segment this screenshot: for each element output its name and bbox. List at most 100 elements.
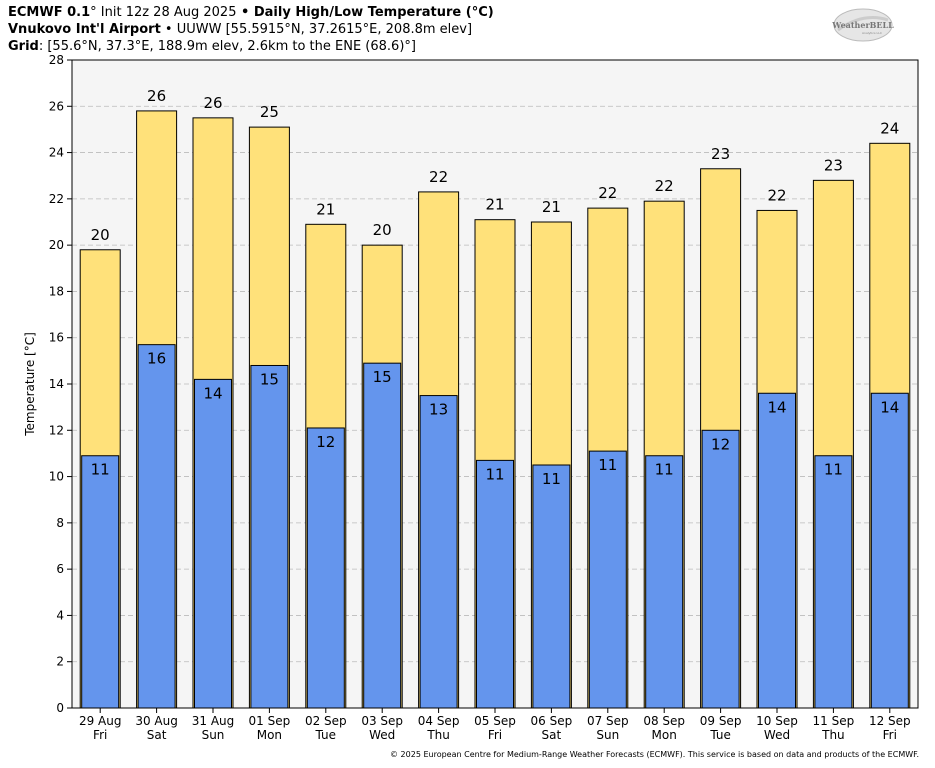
- y-tick-label: 10: [49, 470, 64, 484]
- low-bar: [645, 455, 684, 709]
- low-bar-label: 11: [598, 456, 617, 474]
- high-bar-label: 20: [373, 221, 392, 239]
- y-tick-label: 14: [49, 377, 64, 391]
- low-bar: [194, 378, 232, 709]
- x-tick-date-label: 04 Sep: [418, 714, 460, 728]
- high-bar-label: 22: [655, 177, 674, 195]
- chart-header: ECMWF 0.1° Init 12z 28 Aug 2025 • Daily …: [8, 4, 494, 55]
- x-tick-date-label: 30 Aug: [135, 714, 178, 728]
- x-tick-date-label: 01 Sep: [249, 714, 291, 728]
- low-bar: [81, 455, 120, 709]
- low-bar: [250, 364, 289, 709]
- low-bar: [758, 392, 796, 709]
- high-bar-label: 21: [485, 196, 504, 214]
- high-bar-label: 21: [316, 200, 335, 218]
- weatherbell-logo: WeatherBELL Analytics LLC: [832, 8, 894, 42]
- y-tick-label: 4: [56, 608, 64, 622]
- high-bar-label: 21: [542, 198, 561, 216]
- y-axis-title: Temperature [°C]: [23, 332, 37, 437]
- low-bar: [814, 455, 853, 709]
- low-bar: [588, 450, 627, 709]
- x-tick-day-label: Fri: [93, 728, 107, 742]
- low-bar: [363, 362, 402, 709]
- x-tick-day-label: Sun: [202, 728, 225, 742]
- y-tick-label: 16: [49, 331, 64, 345]
- plot-frame: [71, 59, 919, 709]
- y-tick-label: 20: [49, 238, 64, 252]
- y-tick-label: 22: [49, 192, 64, 206]
- low-bar-label: 15: [260, 370, 279, 388]
- low-bar-label: 11: [824, 461, 843, 479]
- x-tick-date-label: 29 Aug: [79, 714, 122, 728]
- x-tick-day-label: Tue: [709, 728, 731, 742]
- x-tick-date-label: 12 Sep: [869, 714, 911, 728]
- header-line-1: ECMWF 0.1° Init 12z 28 Aug 2025 • Daily …: [8, 4, 494, 21]
- x-tick-date-label: 06 Sep: [531, 714, 573, 728]
- grid-label: Grid: [8, 39, 39, 54]
- x-tick-day-label: Thu: [821, 728, 845, 742]
- low-bar-label: 16: [147, 350, 166, 368]
- model-name: ECMWF 0.1: [8, 5, 91, 20]
- low-bar-label: 14: [767, 398, 786, 416]
- high-bar-label: 23: [824, 156, 843, 174]
- x-tick-date-label: 02 Sep: [305, 714, 347, 728]
- x-tick-day-label: Thu: [426, 728, 450, 742]
- low-bar: [306, 427, 345, 709]
- y-tick-label: 28: [49, 53, 64, 67]
- x-tick-day-label: Mon: [652, 728, 677, 742]
- low-bar-label: 12: [316, 433, 335, 451]
- y-tick-label: 2: [56, 655, 64, 669]
- x-tick-date-label: 11 Sep: [813, 714, 855, 728]
- high-bar-label: 20: [91, 226, 110, 244]
- low-bar: [532, 464, 571, 709]
- copyright-footer: © 2025 European Centre for Medium-Range …: [390, 750, 919, 759]
- init-time: Init 12z 28 Aug 2025: [96, 5, 237, 20]
- x-tick-day-label: Fri: [488, 728, 502, 742]
- x-tick-day-label: Sat: [147, 728, 167, 742]
- high-bar-label: 22: [767, 186, 786, 204]
- model-degree: °: [90, 5, 97, 20]
- x-tick-day-label: Tue: [315, 728, 337, 742]
- high-bar-label: 22: [429, 168, 448, 186]
- y-tick-label: 0: [56, 701, 64, 715]
- header-separator: •: [236, 5, 254, 20]
- y-tick-label: 24: [49, 146, 64, 160]
- y-tick-label: 8: [56, 516, 64, 530]
- x-tick-day-label: Mon: [257, 728, 282, 742]
- low-bar-label: 11: [91, 461, 110, 479]
- low-bar-label: 11: [485, 465, 504, 483]
- high-bar-label: 23: [711, 145, 730, 163]
- x-tick-date-label: 10 Sep: [756, 714, 798, 728]
- low-bar-label: 13: [429, 401, 448, 419]
- x-tick-date-label: 31 Aug: [192, 714, 235, 728]
- station-name: Vnukovo Int'l Airport: [8, 22, 161, 37]
- low-bar: [137, 344, 176, 709]
- x-tick-date-label: 05 Sep: [474, 714, 516, 728]
- low-bar: [419, 395, 458, 709]
- low-bar: [870, 392, 909, 709]
- header-line-3: Grid: [55.6°N, 37.3°E, 188.9m elev, 2.6k…: [8, 38, 494, 55]
- low-bar-label: 14: [203, 384, 222, 402]
- station-info: • UUWW [55.5915°N, 37.2615°E, 208.8m ele…: [160, 22, 473, 37]
- logo-text: WeatherBELL: [832, 20, 894, 30]
- x-tick-date-label: 03 Sep: [361, 714, 403, 728]
- y-tick-label: 6: [56, 562, 64, 576]
- chart-title: Daily High/Low Temperature (°C): [253, 5, 494, 20]
- high-bar-label: 24: [880, 119, 899, 137]
- y-tick-label: 18: [49, 284, 64, 298]
- x-tick-day-label: Wed: [369, 728, 395, 742]
- low-bar: [476, 459, 514, 709]
- low-bar-label: 15: [373, 368, 392, 386]
- x-tick-date-label: 09 Sep: [700, 714, 742, 728]
- high-bar-label: 26: [147, 87, 166, 105]
- grid-info: : [55.6°N, 37.3°E, 188.9m elev, 2.6km to…: [38, 39, 416, 54]
- header-line-2: Vnukovo Int'l Airport • UUWW [55.5915°N,…: [8, 21, 494, 38]
- low-bar-label: 11: [655, 461, 674, 479]
- low-bar: [701, 429, 740, 709]
- low-bar-label: 11: [542, 470, 561, 488]
- y-tick-label: 12: [49, 423, 64, 437]
- low-bar-label: 14: [880, 398, 899, 416]
- y-tick-label: 26: [49, 99, 64, 113]
- x-tick-date-label: 08 Sep: [643, 714, 685, 728]
